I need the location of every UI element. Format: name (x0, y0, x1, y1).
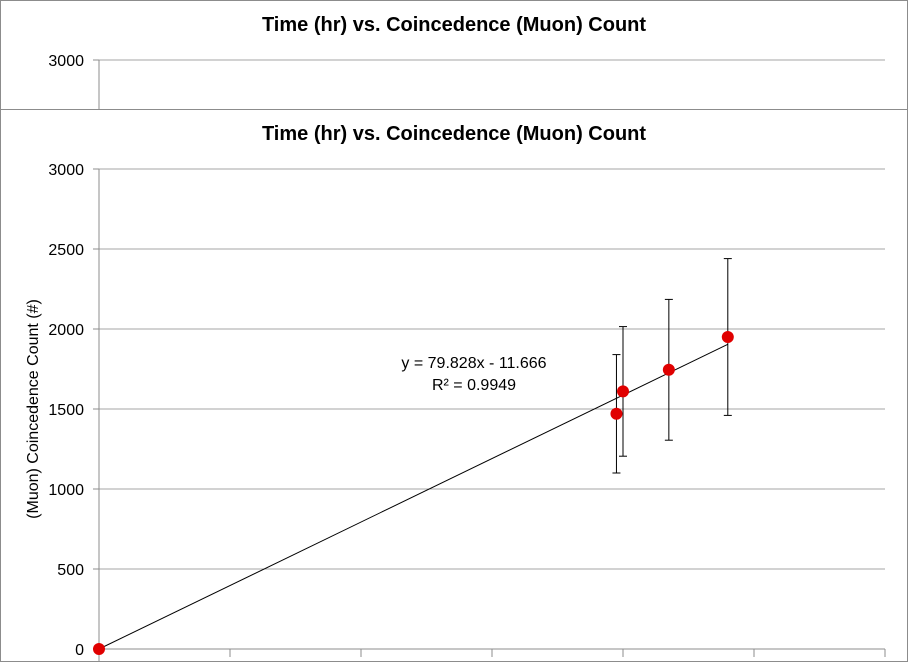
y-tick-label: 500 (57, 562, 84, 579)
y-tick-label: 1000 (48, 482, 84, 499)
y-tick-label: 0 (75, 642, 84, 659)
y-tick-label: 3000 (48, 162, 84, 179)
data-point (721, 331, 734, 343)
background-chart-title: Time (hr) vs. Coincedence (Muon) Count (261, 14, 647, 36)
y-tick-label: 1500 (48, 402, 84, 419)
trendline-equation: y = 79.828x - 11.666 (401, 355, 546, 372)
trendline-r-squared: R² = 0.9949 (432, 377, 516, 394)
y-tick-label: 2000 (48, 322, 84, 339)
trendline (98, 343, 729, 650)
main-chart-title: Time (hr) vs. Coincedence (Muon) Count (261, 123, 647, 145)
data-point (93, 643, 105, 655)
y-axis-title: (Muon) Coincedence Count (#) (25, 299, 42, 519)
data-point (617, 385, 629, 398)
main-chart-plot: 0 500 1000 1500 2000 2500 3000 (Muon) Coinceden… (25, 162, 886, 661)
data-point (610, 407, 623, 420)
y-tick-label: 2500 (48, 242, 84, 259)
y-tick-label: 3000 (48, 53, 84, 70)
data-point (662, 363, 675, 376)
main-chart-panel[interactable]: Time (hr) vs. Coincedence (Muon) Count 0… (0, 109, 908, 662)
background-chart-panel: Time (hr) vs. Coincedence (Muon) Count 3… (0, 0, 908, 110)
background-chart-plot: 3000 (48, 53, 885, 109)
